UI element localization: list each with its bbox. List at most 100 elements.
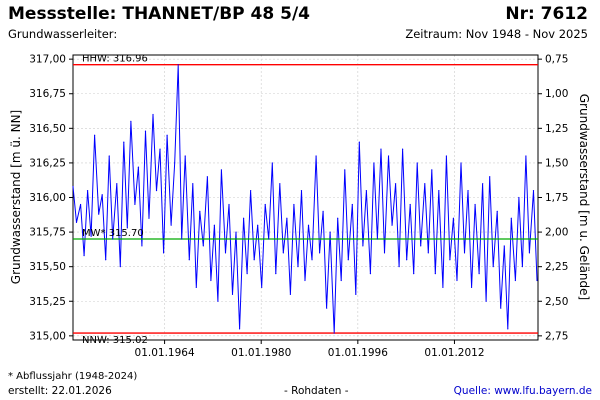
data-point [409, 203, 411, 206]
data-point [373, 162, 375, 164]
data-point [474, 203, 476, 206]
data-point [398, 266, 400, 268]
data-point [489, 176, 491, 178]
data-point [528, 252, 531, 254]
data-point [137, 166, 140, 168]
data-point [416, 162, 418, 164]
data-point [279, 183, 281, 185]
data-point [413, 272, 415, 275]
data-point [210, 279, 212, 282]
data-point [478, 272, 480, 275]
data-point [144, 130, 147, 132]
raw-data-label: - Rohdaten - [284, 385, 349, 397]
data-point [496, 210, 498, 212]
data-point [253, 259, 255, 261]
data-point [434, 272, 436, 275]
data-point [286, 217, 288, 219]
data-point [199, 210, 201, 212]
data-point [105, 259, 107, 261]
data-point [329, 231, 331, 233]
data-point [261, 286, 263, 289]
data-point [243, 217, 245, 219]
data-point [532, 189, 535, 192]
data-point [394, 183, 397, 185]
data-point [98, 213, 100, 215]
y-tick-label-right: 2,00 [545, 227, 568, 239]
footnote: * Abflussjahr (1948-2024) [8, 371, 138, 382]
data-point [438, 189, 440, 192]
data-points [72, 64, 538, 334]
data-point [257, 224, 259, 226]
aquifer-label: Grundwasserleiter: [8, 27, 118, 41]
data-point [289, 293, 292, 295]
y-axis-label-left: Grundwasserstand [m ü. NN] [9, 110, 23, 284]
data-point [126, 227, 128, 229]
data-point [383, 252, 386, 254]
data-point [188, 259, 190, 261]
data-point [220, 169, 223, 171]
y-tick-label-left: 316,25 [29, 157, 66, 169]
data-point [344, 169, 346, 171]
data-point [503, 245, 505, 247]
x-axis: 01.01.1964 01.01.1980 01.01.1996 01.01.2012 [135, 340, 485, 359]
data-point [174, 162, 176, 164]
data-point [297, 266, 299, 268]
y-tick-label-right: 1,25 [545, 123, 568, 135]
data-point [442, 286, 444, 289]
data-point [112, 238, 114, 240]
y-tick-label-left: 315,25 [29, 296, 66, 308]
y-tick-label-right: 1,00 [545, 88, 568, 100]
data-point [195, 286, 197, 289]
data-point [460, 162, 462, 164]
data-point [293, 203, 295, 206]
left-axis: 317,00 316,75 316,50 316,25 316,00 315,75 315,… [29, 54, 73, 342]
data-point [402, 148, 404, 150]
data-point [228, 203, 230, 206]
data-point [362, 245, 364, 247]
data-point [420, 245, 422, 247]
data-point [181, 238, 183, 240]
data-point [391, 224, 393, 226]
data-point [300, 189, 303, 192]
data-point [424, 183, 426, 185]
data-point [406, 259, 408, 261]
data-point [510, 217, 512, 219]
data-point [463, 252, 466, 254]
data-point [177, 64, 179, 66]
y-tick-label-right: 1,50 [545, 157, 568, 169]
data-point [431, 169, 433, 171]
data-point [337, 217, 339, 219]
y-tick-label-right: 1,75 [545, 192, 568, 204]
data-point [166, 134, 168, 136]
data-point [340, 279, 342, 282]
data-point [101, 194, 103, 196]
data-point [152, 113, 154, 116]
data-point [116, 183, 118, 185]
y-tick-label-left: 316,75 [29, 88, 66, 100]
data-point [141, 245, 143, 247]
reference-label-max: HHW: 316.96 [82, 54, 148, 65]
data-point [246, 272, 248, 275]
x-tick-label: 01.01.1964 [135, 347, 195, 359]
data-point [264, 203, 266, 206]
source-link[interactable]: Quelle: www.lfu.bayern.de [453, 385, 592, 397]
data-point [83, 255, 85, 257]
data-point [94, 134, 96, 136]
y-tick-label-left: 315,50 [29, 261, 66, 273]
data-point [518, 196, 520, 199]
data-point [318, 252, 321, 254]
y-tick-label-right: 2,50 [545, 296, 568, 308]
data-point [380, 148, 382, 150]
data-point [369, 272, 372, 275]
data-point [123, 141, 125, 143]
y-tick-label-left: 316,50 [29, 123, 66, 135]
data-point [521, 266, 523, 268]
page-title: Messstelle: THANNET/BP 48 5/4 [8, 4, 310, 24]
data-point [358, 141, 360, 143]
data-point [72, 185, 74, 188]
data-point [311, 259, 313, 261]
data-point [238, 328, 241, 330]
x-tick-label: 01.01.1996 [328, 347, 388, 359]
data-point [387, 155, 390, 157]
data-point [192, 183, 194, 185]
